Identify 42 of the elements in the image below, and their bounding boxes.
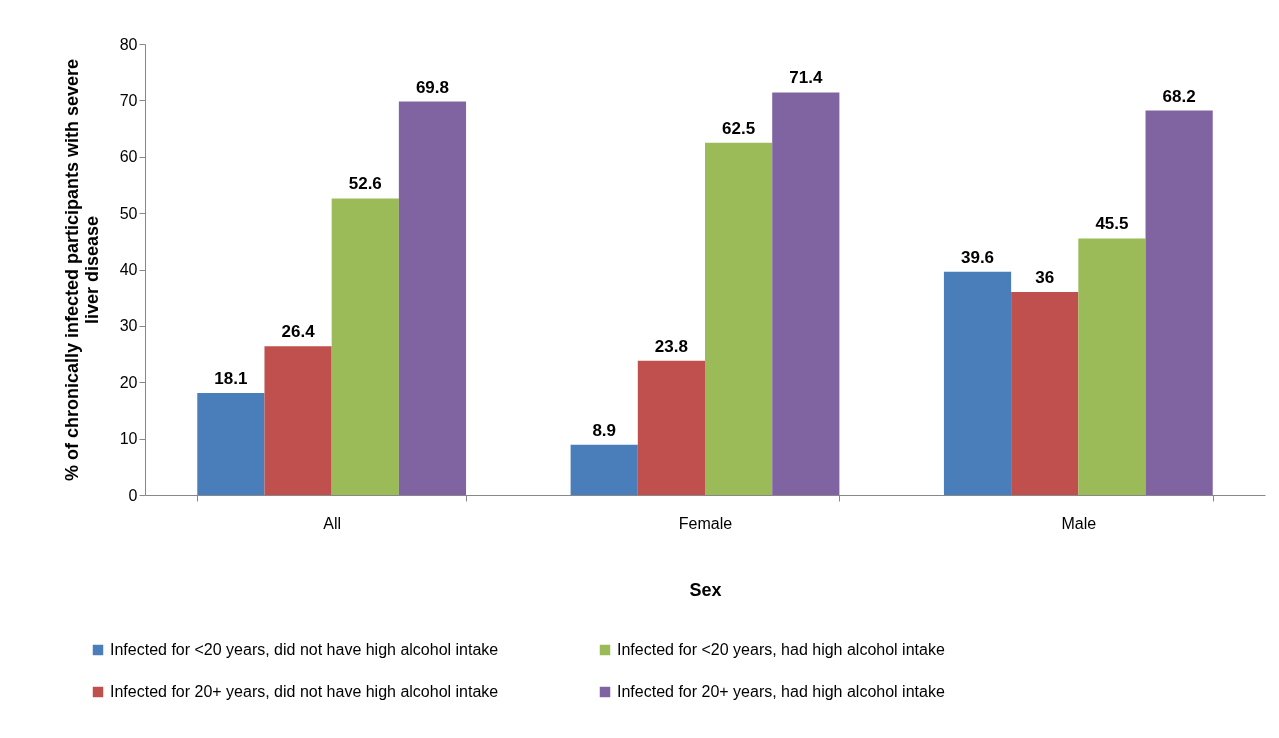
data-label: 45.5 (1095, 214, 1129, 234)
bar (943, 271, 1012, 495)
x-tick-label: Male (1061, 514, 1097, 532)
bar (1145, 110, 1213, 495)
y-tick-label: 30 (119, 317, 138, 335)
x-axis-title: Sex (689, 579, 722, 600)
data-label: 18.1 (214, 368, 248, 388)
bar (1078, 238, 1146, 495)
legend-label: Infected for 20+ years, did not have high alcohol intake (110, 683, 499, 700)
y-tick-label: 0 (128, 486, 138, 504)
bar (772, 92, 840, 495)
legend-label: Infected for <20 years, had high alcohol intake (617, 641, 945, 658)
y-axis-title: % of chronically infected participants with severe liver disease (61, 58, 102, 482)
bar (637, 360, 705, 495)
y-tick-label: 10 (119, 430, 138, 448)
data-label: 68.2 (1162, 86, 1196, 106)
y-tick-label: 70 (119, 91, 138, 109)
bar (1011, 292, 1079, 495)
bar (264, 346, 332, 495)
data-label: 26.4 (281, 322, 316, 342)
bar (705, 142, 773, 495)
x-tick-label: All (323, 514, 342, 532)
data-label: 69.8 (415, 77, 450, 97)
y-tick-label: 20 (119, 373, 138, 391)
data-label: 62.5 (722, 118, 756, 138)
legend-label: Infected for 20+ years, had high alcohol intake (617, 683, 945, 700)
data-label: 36 (1035, 268, 1055, 288)
data-label: 8.9 (592, 420, 617, 440)
legend-label: Infected for <20 years, did not have high alcohol intake (110, 641, 499, 658)
x-tick-label: Female (678, 514, 733, 532)
y-tick-label: 50 (119, 204, 138, 222)
data-label: 39.6 (960, 247, 995, 267)
y-tick-label: 40 (119, 261, 138, 278)
bar (570, 444, 638, 495)
bar (331, 198, 399, 495)
data-label: 71.4 (789, 68, 823, 88)
data-label: 52.6 (348, 174, 382, 194)
y-tick-label: 60 (119, 148, 138, 166)
data-label: 23.8 (654, 336, 688, 356)
bar (398, 101, 467, 495)
bar (197, 392, 265, 495)
y-tick-label: 80 (119, 35, 138, 53)
